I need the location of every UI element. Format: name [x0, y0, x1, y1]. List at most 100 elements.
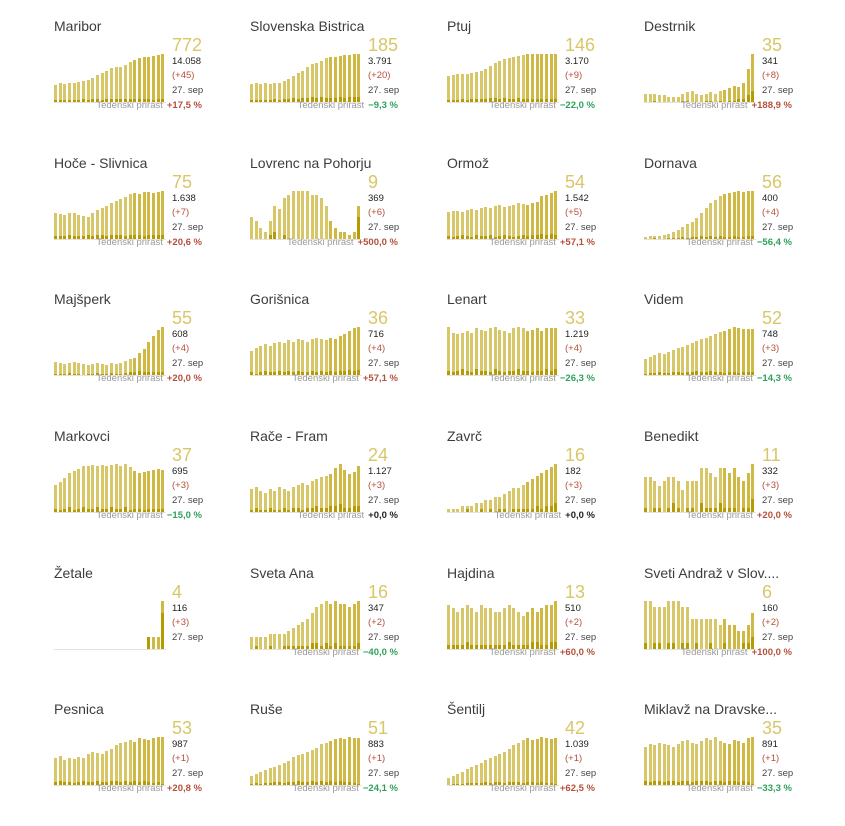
active-bar [493, 62, 497, 102]
new-cases-bar [161, 783, 165, 785]
active-cases-value: 6 [762, 582, 773, 602]
new-cases-bar [498, 236, 502, 239]
active-bar [718, 625, 722, 649]
active-bar [259, 637, 263, 649]
new-cases-bar [512, 509, 516, 512]
active-bar [686, 344, 690, 375]
active-bar [718, 468, 722, 512]
new-cases-bar [268, 235, 272, 239]
active-bar [709, 619, 713, 649]
active-bar [259, 345, 263, 375]
bar-chart [250, 191, 362, 240]
active-bar [110, 748, 114, 785]
active-bar [91, 213, 95, 239]
date-label: 27. sep [368, 768, 400, 779]
new-cases-bar [732, 780, 736, 785]
new-cases-bar [296, 781, 300, 785]
active-bar [268, 220, 272, 239]
active-bar [324, 340, 328, 375]
new-cases-bar [357, 783, 361, 785]
new-cases-bar [58, 509, 62, 512]
active-bar [498, 329, 502, 375]
active-bar [315, 479, 319, 512]
new-cases-bar [484, 370, 488, 375]
active-bar [714, 477, 718, 512]
total-cases-value: 369 [368, 193, 384, 204]
new-cases-bar [138, 235, 142, 239]
new-cases-bar [133, 781, 137, 785]
municipality-name: Miklavž na Dravske... [644, 701, 778, 717]
new-cases-bar [343, 371, 347, 375]
active-bar [105, 750, 109, 785]
new-cases-bar [479, 370, 483, 375]
active-bar [320, 60, 324, 102]
new-cases-bar [676, 782, 680, 785]
active-bar [723, 330, 727, 375]
new-cases-bar [512, 98, 516, 102]
new-cases-bar [667, 643, 671, 649]
active-bar [456, 74, 460, 102]
active-cases-value: 16 [368, 582, 389, 602]
municipality-name: Sveta Ana [250, 565, 314, 581]
new-cases-bar [667, 373, 671, 375]
new-cases-bar [493, 645, 497, 649]
municipality-panel: Sveti Andraž v Slov.... 6 160 (+2) 27. sep Te… [644, 565, 834, 690]
active-bar [451, 332, 455, 375]
new-cases-bar [105, 99, 109, 102]
new-cases-bar [82, 781, 86, 785]
weekly-growth-value: −24,1 % [362, 783, 398, 794]
new-cases-bar [648, 373, 652, 375]
new-cases-bar [58, 781, 62, 785]
new-cases-bar [152, 99, 156, 102]
active-bar [282, 198, 286, 239]
active-bar [644, 359, 648, 375]
new-cases-bar [498, 370, 502, 375]
new-cases-bar [644, 780, 648, 785]
active-bar [517, 327, 521, 375]
new-cases-bar [714, 237, 718, 239]
total-cases-value: 1.542 [565, 193, 589, 204]
new-cases-bar [681, 780, 685, 785]
weekly-growth: Tedenski prirast +0,0 % [495, 510, 595, 521]
active-bar [475, 72, 479, 102]
new-cases-value: (+9) [565, 70, 583, 81]
new-cases-bar [672, 372, 676, 375]
active-bar [259, 490, 263, 512]
new-cases-value: (+3) [762, 343, 780, 354]
weekly-growth-value: +57,1 % [559, 237, 595, 248]
active-bar [681, 607, 685, 649]
new-cases-bar [489, 782, 493, 785]
new-cases-bar [644, 507, 648, 512]
active-bar [658, 742, 662, 785]
active-bar [128, 62, 132, 102]
new-cases-bar [531, 99, 535, 102]
active-bar [751, 737, 755, 785]
active-bar [278, 764, 282, 785]
active-bar [292, 76, 296, 102]
new-cases-bar [475, 645, 479, 649]
active-bar [456, 210, 460, 239]
new-cases-bar [348, 782, 352, 785]
active-bar [268, 83, 272, 102]
active-bar [658, 95, 662, 102]
active-bar [96, 466, 100, 512]
active-bar [728, 743, 732, 785]
new-cases-bar [653, 507, 657, 512]
active-bar [138, 737, 142, 785]
new-cases-bar [329, 646, 333, 649]
new-cases-bar [644, 373, 648, 375]
new-cases-bar [268, 646, 272, 649]
total-cases-value: 987 [172, 739, 188, 750]
active-bar [156, 191, 160, 239]
new-cases-bar [531, 781, 535, 785]
active-bar [746, 191, 750, 239]
new-cases-bar [742, 780, 746, 785]
date-label: 27. sep [172, 222, 204, 233]
active-bar [672, 350, 676, 375]
municipality-panel: Pesnica 53 987 (+1) 27. sep Tedenski prirast +… [54, 701, 244, 826]
new-cases-bar [653, 780, 657, 785]
new-cases-bar [714, 780, 718, 785]
active-bar [709, 335, 713, 375]
active-bar [68, 213, 72, 239]
new-cases-bar [357, 369, 361, 375]
